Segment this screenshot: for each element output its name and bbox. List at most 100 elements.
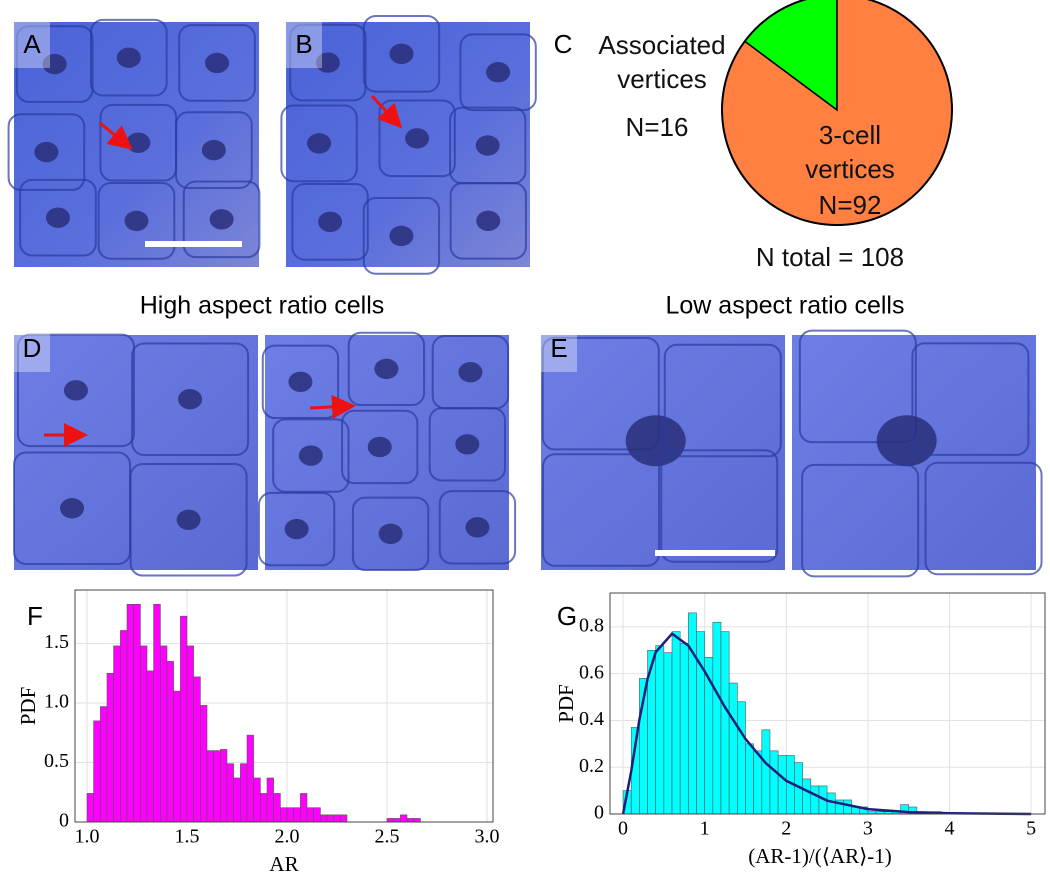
nucleus xyxy=(42,53,67,75)
nucleus xyxy=(465,517,490,538)
x-axis-label: AR xyxy=(269,852,298,876)
bar xyxy=(300,793,308,823)
nucleus xyxy=(389,225,414,247)
bar xyxy=(386,818,394,823)
x-tick-label: 1.5 xyxy=(175,826,200,848)
micrograph xyxy=(792,329,1043,578)
nucleus xyxy=(389,43,414,65)
bar xyxy=(226,763,234,823)
panel-label: F xyxy=(27,601,43,631)
x-tick-label: 2 xyxy=(781,818,791,840)
nucleus xyxy=(315,52,340,73)
bar xyxy=(393,818,401,823)
nucleus xyxy=(367,436,392,458)
pie-border xyxy=(721,0,953,226)
cell-outline xyxy=(289,23,367,102)
bar xyxy=(166,661,174,823)
bar xyxy=(406,818,414,823)
nucleus xyxy=(176,509,201,530)
cell-outline xyxy=(257,491,336,567)
cell-outline xyxy=(663,343,782,458)
bar xyxy=(769,750,779,815)
bar xyxy=(826,792,836,815)
nucleus xyxy=(374,358,399,380)
cell-outline xyxy=(378,99,456,178)
nucleus xyxy=(378,523,403,544)
bar xyxy=(126,603,134,823)
micrograph xyxy=(257,331,517,571)
bar xyxy=(220,749,228,823)
x-tick-label: 0 xyxy=(618,818,628,840)
bar xyxy=(728,682,738,815)
y-axis-label: PDF xyxy=(554,684,578,723)
pie-value-label: N=16 xyxy=(625,112,689,142)
panel-label: E xyxy=(550,333,567,363)
bar xyxy=(720,631,730,815)
cell-outline xyxy=(801,463,920,578)
nucleus xyxy=(124,210,149,232)
cell-outline xyxy=(291,182,369,261)
scale-bar xyxy=(145,241,242,247)
bar xyxy=(266,777,274,823)
arrow xyxy=(99,121,133,150)
bar xyxy=(106,672,114,823)
bar xyxy=(679,642,689,815)
nucleus xyxy=(284,518,309,540)
cell-outline xyxy=(362,15,441,93)
caption: Low aspect ratio cells xyxy=(665,292,904,320)
bar xyxy=(320,814,328,823)
scale-bar xyxy=(655,550,775,556)
nucleus xyxy=(458,362,483,383)
cell-outline xyxy=(449,181,527,260)
bar xyxy=(655,645,665,815)
x-tick-label: 2.5 xyxy=(375,826,400,848)
nucleus xyxy=(201,139,226,161)
cell-outline xyxy=(182,180,261,259)
micrograph xyxy=(280,15,537,275)
bar xyxy=(100,706,108,823)
bar xyxy=(193,676,201,823)
nucleus xyxy=(475,135,500,156)
bar xyxy=(120,630,128,823)
nucleus xyxy=(318,211,343,232)
cell-outline xyxy=(129,463,248,577)
pie-label: 3-cell vertices xyxy=(805,120,895,184)
cell-outline xyxy=(347,331,426,407)
bar xyxy=(333,814,341,823)
cell-outline xyxy=(438,490,517,565)
bar xyxy=(153,603,161,823)
x-tick-label: 4 xyxy=(945,818,955,840)
bar xyxy=(206,750,214,823)
cell-outline xyxy=(362,197,441,275)
cell-outline xyxy=(911,342,1030,456)
cell-outline xyxy=(459,33,537,112)
micrograph xyxy=(541,335,785,570)
nucleus xyxy=(209,209,234,230)
arrow xyxy=(309,394,356,419)
bar xyxy=(233,777,241,823)
bar xyxy=(326,814,334,823)
y-tick-label: 1.5 xyxy=(44,631,69,653)
nucleus xyxy=(486,62,511,83)
x-tick-label: 5 xyxy=(1026,818,1036,840)
label-box xyxy=(14,326,50,372)
y-tick-label: 0 xyxy=(59,810,69,832)
bar xyxy=(93,720,101,823)
panel-label: D xyxy=(23,333,42,363)
x-tick-label: 1 xyxy=(700,818,710,840)
bar xyxy=(86,793,94,823)
nucleus xyxy=(298,445,323,466)
cell-outline xyxy=(660,449,779,563)
bar xyxy=(186,645,194,823)
bar xyxy=(140,645,148,823)
arrow xyxy=(370,94,403,129)
cell-outline xyxy=(19,178,97,257)
bar xyxy=(200,705,208,823)
bar xyxy=(413,818,421,823)
cell-outline xyxy=(178,24,256,102)
bar xyxy=(843,799,852,815)
nucleus xyxy=(178,389,203,410)
panel-label: A xyxy=(23,29,41,59)
cell-outline xyxy=(97,182,176,260)
